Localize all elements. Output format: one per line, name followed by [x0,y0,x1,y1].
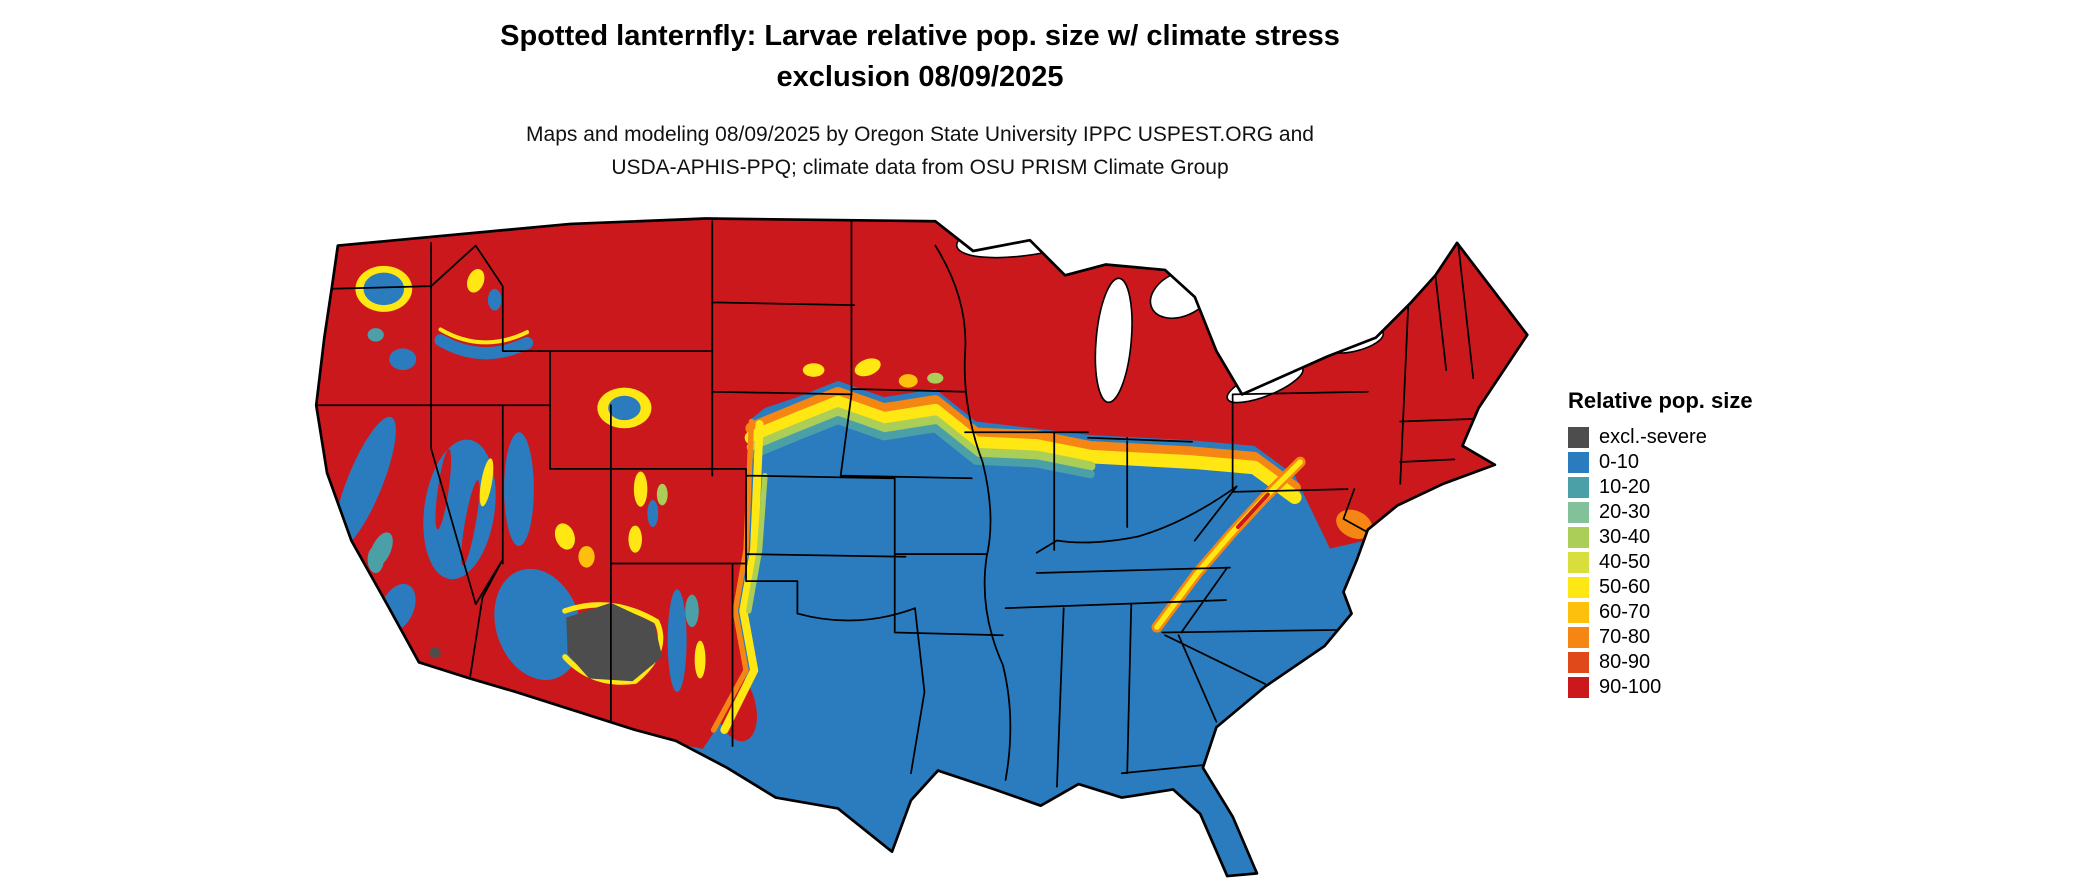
legend-swatch-90-100 [1568,676,1589,698]
legend-label: 50-60 [1599,575,1651,598]
legend-label: 70-80 [1599,625,1651,648]
excl-speck-socal [429,647,441,659]
legend-swatch-60-70 [1568,601,1589,623]
legend-swatch-30-40 [1568,526,1589,548]
legend: Relative pop. size excl.-severe 0-10 10-… [1568,388,1828,701]
transition-speckles [802,358,944,388]
legend-label: 80-90 [1599,650,1651,673]
legend-label: excl.-severe [1599,425,1707,448]
legend-label: 30-40 [1599,525,1651,548]
transition-west-edge-green [746,472,768,614]
transition-band-green [746,407,1096,471]
transition-west-edge-orange [710,418,755,733]
legend-item: 0-10 [1568,451,1828,473]
legend-item: 30-40 [1568,526,1828,548]
arizona-zone [429,568,664,685]
title-line-2: exclusion 08/09/2025 [776,61,1064,93]
legend-swatch-50-60 [1568,576,1589,598]
us-outline [314,217,1529,878]
map-credit: Maps and modeling 08/09/2025 by Oregon S… [300,118,1540,184]
legend-label: 0-10 [1599,450,1640,473]
region-excl-severe [566,602,663,682]
legend-label: 90-100 [1599,675,1662,698]
legend-swatch-40-50 [1568,551,1589,573]
legend-item: 70-80 [1568,626,1828,648]
transition-band-teal [747,416,1095,479]
us-map-svg [314,217,1529,878]
lake-michigan [1094,277,1133,404]
legend-item: 50-60 [1568,576,1828,598]
legend-swatch-10-20 [1568,476,1589,498]
transition-band-orange [745,386,1301,494]
legend-label: 10-20 [1599,475,1651,498]
legend-label: 40-50 [1599,550,1651,573]
state-borders [316,220,1480,788]
legend-item: 20-30 [1568,501,1828,523]
legend-item: 40-50 [1568,551,1828,573]
appalachian-band [1151,456,1306,633]
title-line-1: Spotted lanternfly: Larvae relative pop.… [500,20,1340,52]
legend-swatch-excl-severe [1568,426,1589,448]
legend-item: excl.-severe [1568,426,1828,448]
region-low-arizona [494,568,582,680]
legend-item: 80-90 [1568,651,1828,673]
legend-item: 90-100 [1568,676,1828,698]
legend-item: 10-20 [1568,476,1828,498]
west-valley-patches [333,265,706,693]
page-title: Spotted lanternfly: Larvae relative pop.… [300,16,1540,98]
legend-label: 60-70 [1599,600,1651,623]
legend-label: 20-30 [1599,500,1651,523]
us-map [300,205,1530,892]
legend-swatch-0-10 [1568,451,1589,473]
transition-west-edge-yellow [720,420,764,734]
credit-line-2: USDA-APHIS-PPQ; climate data from OSU PR… [611,156,1229,179]
legend-swatch-80-90 [1568,651,1589,673]
legend-swatch-70-80 [1568,626,1589,648]
legend-title: Relative pop. size [1568,388,1753,413]
legend-swatch-20-30 [1568,501,1589,523]
credit-line-1: Maps and modeling 08/09/2025 by Oregon S… [526,123,1314,146]
legend-item: 60-70 [1568,601,1828,623]
